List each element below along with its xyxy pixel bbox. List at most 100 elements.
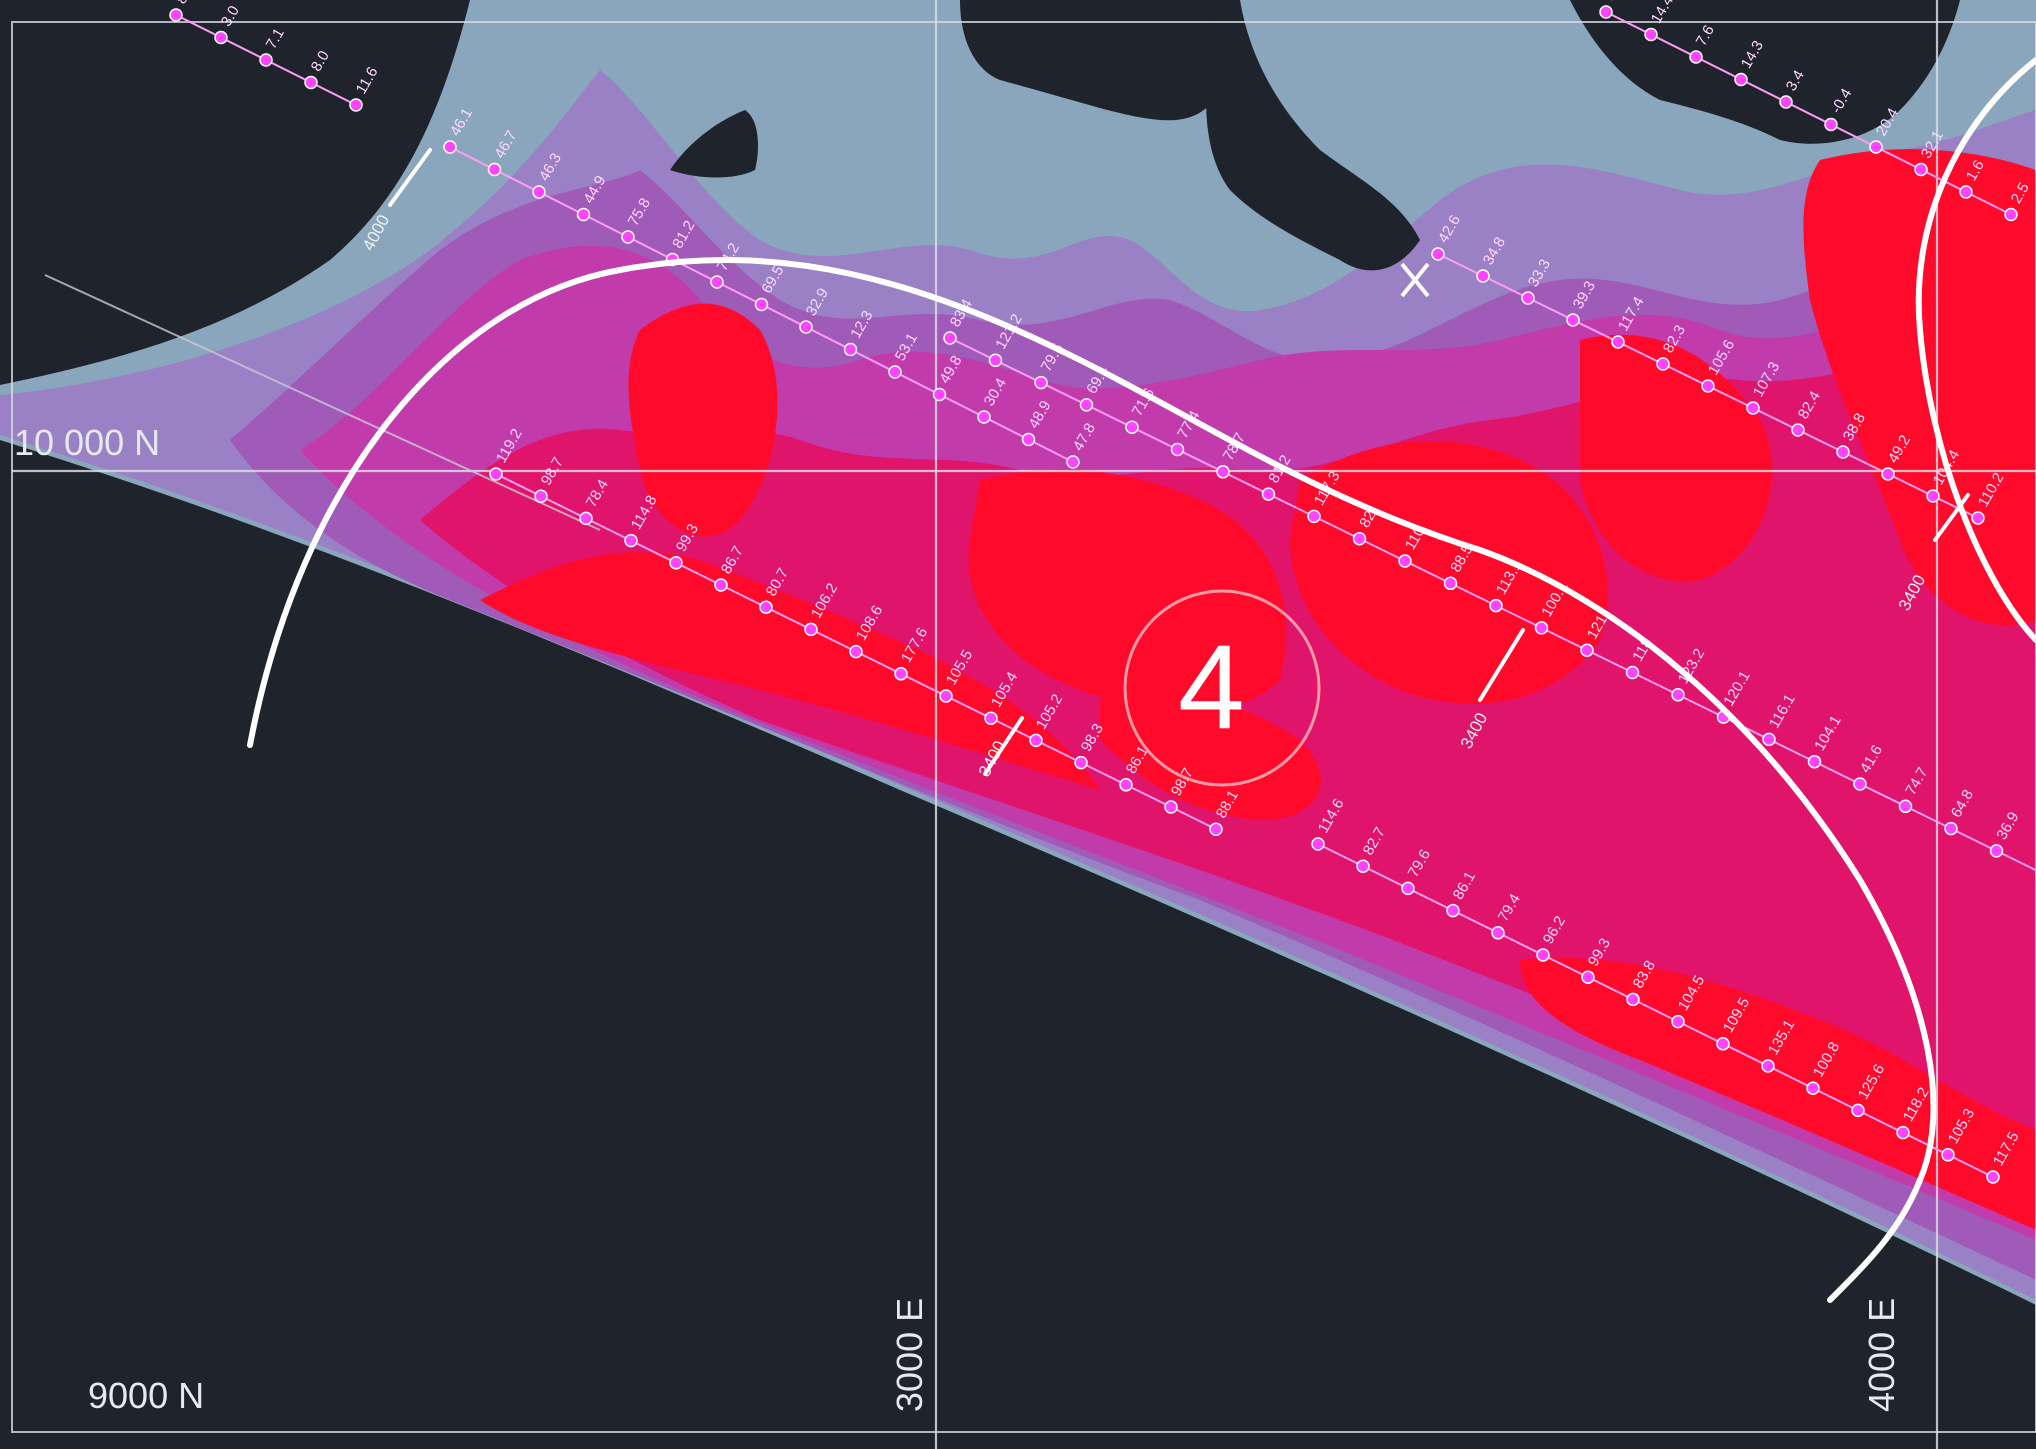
anomaly-number: 4 bbox=[1178, 620, 1245, 754]
sample-point bbox=[1806, 1081, 1820, 1095]
sample-point bbox=[1689, 50, 1703, 64]
sample-point bbox=[1671, 1014, 1685, 1029]
sample-point bbox=[1971, 511, 1985, 525]
contour-hole bbox=[670, 110, 758, 178]
sample-point bbox=[532, 185, 546, 199]
sample-point bbox=[1762, 732, 1776, 747]
sample-point bbox=[1716, 1037, 1730, 1051]
sample-point bbox=[1807, 754, 1822, 769]
sample-point bbox=[804, 622, 818, 637]
sample-point bbox=[1476, 269, 1490, 283]
contour-layers bbox=[0, 0, 2036, 1305]
sample-point bbox=[988, 353, 1003, 368]
sample-point bbox=[624, 533, 638, 548]
sample-point bbox=[977, 410, 991, 424]
cross-mark-icon bbox=[1400, 262, 1430, 298]
sample-point bbox=[579, 511, 593, 526]
sample-point bbox=[759, 600, 773, 614]
sample-point bbox=[1734, 72, 1748, 87]
sample-point bbox=[1170, 442, 1185, 457]
sample-point bbox=[1566, 313, 1580, 327]
sample-point bbox=[1311, 837, 1325, 851]
anomaly-outline-main bbox=[247, 257, 1937, 1303]
sample-point bbox=[443, 140, 457, 154]
sample-point bbox=[1443, 576, 1458, 591]
sample-point bbox=[894, 667, 908, 681]
anomaly-circle bbox=[1123, 589, 1321, 787]
sample-point bbox=[984, 711, 998, 725]
station-tick-1 bbox=[388, 148, 432, 207]
contour-hole-3 bbox=[1206, 0, 1420, 271]
grid-label-10000n: 10 000 N bbox=[14, 422, 160, 463]
sample-point bbox=[1580, 643, 1594, 657]
sample-point bbox=[1029, 733, 1043, 748]
sample-point bbox=[1986, 1170, 2000, 1184]
map-frame bbox=[11, 21, 2036, 1433]
sample-point bbox=[1959, 185, 1973, 199]
sample-point bbox=[534, 489, 548, 503]
sample-point bbox=[1352, 531, 1367, 546]
sample-point bbox=[1898, 799, 1913, 814]
sample-point bbox=[1644, 27, 1658, 42]
sample-point bbox=[349, 98, 363, 112]
sample-point bbox=[1034, 375, 1048, 390]
sample-point bbox=[1431, 247, 1445, 261]
grid-label-4000e: 4000 E bbox=[1861, 1298, 1902, 1412]
sample-point bbox=[1626, 992, 1640, 1007]
sample-point bbox=[1125, 420, 1139, 434]
sample-point bbox=[1611, 335, 1625, 349]
sample-point bbox=[1824, 117, 1838, 132]
sample-point bbox=[1079, 398, 1094, 412]
coordinate-grid: 10 000 N 9000 N 3000 E 4000 E bbox=[11, 0, 2036, 1449]
sample-point bbox=[1791, 423, 1805, 437]
sample-point bbox=[1216, 465, 1230, 479]
station-tick-3 bbox=[1478, 628, 1525, 702]
sample-point bbox=[1521, 291, 1535, 305]
sample-point bbox=[1869, 140, 1883, 154]
anomaly-outlines bbox=[247, 57, 2036, 1303]
sample-point bbox=[169, 8, 183, 22]
sample-point bbox=[843, 342, 858, 357]
anomaly-outline-right bbox=[1915, 57, 2036, 643]
grid-label-3000e: 3000 E bbox=[889, 1298, 930, 1412]
sample-line-path bbox=[949, 337, 2036, 872]
sample-point bbox=[1307, 509, 1321, 524]
sample-point bbox=[943, 331, 957, 345]
sample-point bbox=[1881, 467, 1895, 481]
sample-point bbox=[1896, 1125, 1910, 1140]
sample-point bbox=[1599, 5, 1613, 19]
contour-hole-2 bbox=[1570, 0, 1960, 144]
sample-point bbox=[1534, 621, 1549, 635]
sample-point bbox=[1401, 881, 1415, 896]
sample-point bbox=[1536, 948, 1550, 962]
sample-point bbox=[1356, 859, 1370, 873]
sample-point bbox=[1656, 357, 1670, 371]
sample-point bbox=[1746, 401, 1760, 415]
sample-point bbox=[669, 556, 683, 570]
sample-point bbox=[1779, 95, 1793, 109]
sample-point bbox=[487, 162, 502, 177]
sample-point bbox=[1074, 755, 1088, 770]
survey-baseline bbox=[44, 274, 601, 531]
sample-point bbox=[1021, 432, 1036, 447]
sample-point bbox=[214, 30, 228, 45]
sample-point bbox=[1398, 554, 1412, 568]
sample-point bbox=[1164, 800, 1178, 814]
sample-point bbox=[754, 297, 769, 312]
sample-point bbox=[576, 207, 591, 222]
sample-point bbox=[1261, 487, 1276, 501]
sample-point bbox=[1851, 1103, 1865, 1118]
sample-point bbox=[259, 53, 273, 67]
sample-point bbox=[1701, 379, 1715, 393]
sample-point bbox=[1491, 926, 1505, 940]
sample-point bbox=[710, 275, 724, 289]
sample-point bbox=[1914, 162, 1928, 177]
sample-point bbox=[1581, 970, 1595, 984]
sample-point bbox=[2004, 207, 2018, 222]
sample-point bbox=[489, 467, 503, 481]
sample-point bbox=[1761, 1059, 1775, 1073]
sample-point bbox=[1489, 598, 1503, 613]
sample-point bbox=[799, 320, 813, 334]
sample-point bbox=[1066, 455, 1080, 469]
